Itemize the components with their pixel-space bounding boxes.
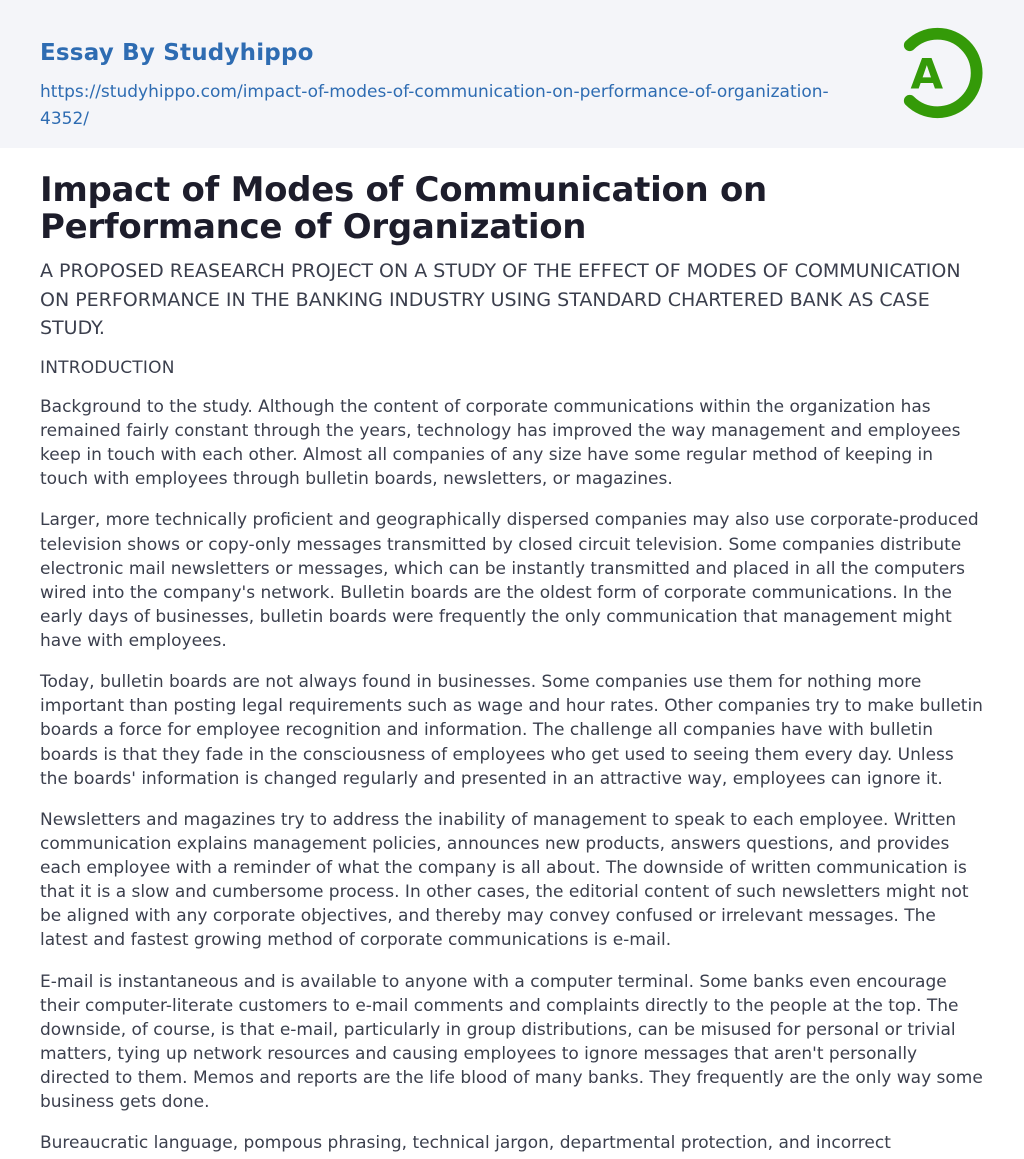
logo-letter: A xyxy=(911,50,944,99)
article-subtitle: A PROPOSED REASEARCH PROJECT ON A STUDY … xyxy=(40,260,961,340)
paragraph-3: Today, bulletin boards are not always fo… xyxy=(40,672,983,789)
section-heading-introduction: INTRODUCTION xyxy=(40,357,175,378)
paragraph-2: Larger, more technically proficient and … xyxy=(40,510,979,652)
site-title: Essay By Studyhippo xyxy=(40,40,314,66)
page-header: Essay By Studyhippo https://studyhippo.c… xyxy=(0,0,1024,148)
page-url-link[interactable]: https://studyhippo.com/impact-of-modes-o… xyxy=(40,82,829,130)
essay-article: Impact of Modes of Communication on Perf… xyxy=(0,148,1024,1159)
logo-arc-icon: A xyxy=(903,27,983,119)
paragraph-5: E-mail is instantaneous and is available… xyxy=(40,971,983,1113)
paragraph-6-truncated: Bureaucratic language, pompous phrasing,… xyxy=(40,1133,891,1159)
article-title: Impact of Modes of Communication on Perf… xyxy=(40,170,767,247)
studyhippo-logo: A xyxy=(888,24,986,122)
paragraph-4: Newsletters and magazines try to address… xyxy=(40,809,969,951)
paragraph-1: Background to the study. Although the co… xyxy=(40,396,961,490)
